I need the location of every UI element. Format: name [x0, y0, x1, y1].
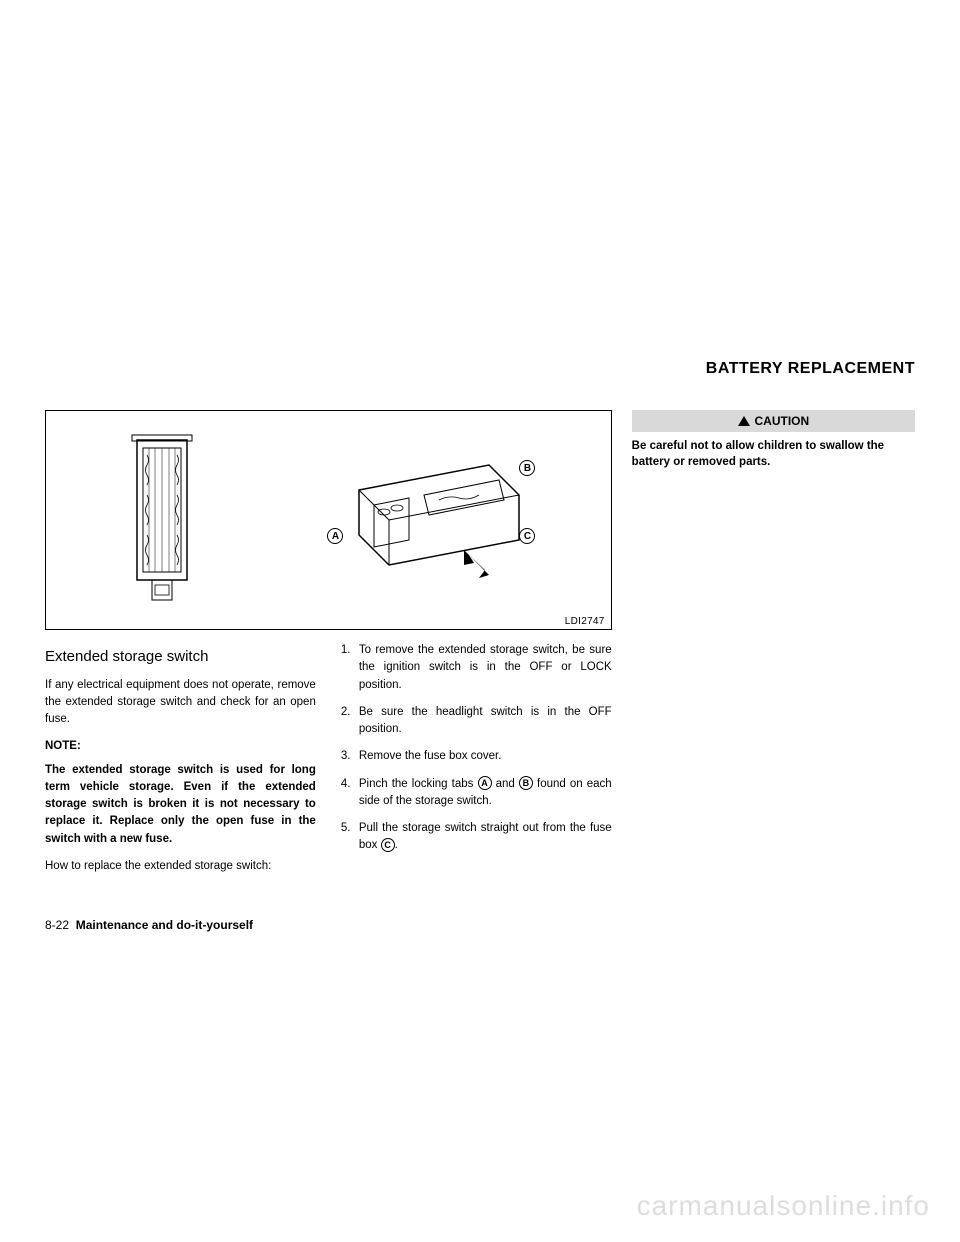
- steps-list: To remove the extended storage switch, b…: [341, 642, 612, 855]
- text-column-right: To remove the extended storage switch, b…: [341, 642, 612, 885]
- step-item: Be sure the headlight switch is in the O…: [341, 704, 612, 739]
- page-number: 8-22: [45, 918, 69, 932]
- inline-marker-c: C: [381, 838, 395, 852]
- step-item: Remove the fuse box cover.: [341, 748, 612, 765]
- subheading: Extended storage switch: [45, 646, 316, 669]
- section-header: BATTERY REPLACEMENT: [706, 360, 915, 378]
- fuse-block-diagram: [117, 430, 207, 610]
- two-column-text: Extended storage switch If any electrica…: [45, 642, 612, 885]
- caution-box: CAUTION: [632, 410, 915, 432]
- intro-paragraph: If any electrical equipment does not ope…: [45, 677, 316, 729]
- manual-page: BATTERY REPLACEMENT: [0, 0, 960, 1242]
- right-content-block: CAUTION Be careful not to allow children…: [632, 410, 915, 885]
- note-text: The extended storage switch is used for …: [45, 762, 316, 848]
- watermark: carmanualsonline.info: [637, 1190, 930, 1222]
- content-area: A B C LDI2747 Extended storage switch If…: [45, 410, 915, 885]
- howto-intro: How to replace the extended storage swit…: [45, 858, 316, 875]
- figure-box: A B C LDI2747: [45, 410, 612, 630]
- caution-label: CAUTION: [755, 414, 810, 428]
- page-footer: 8-22 Maintenance and do-it-yourself: [45, 918, 253, 932]
- step-item: Pull the storage switch straight out fro…: [341, 820, 612, 855]
- left-content-block: A B C LDI2747 Extended storage switch If…: [45, 410, 612, 885]
- step-item: To remove the extended storage switch, b…: [341, 642, 612, 694]
- warning-icon: [738, 416, 750, 426]
- note-label: NOTE:: [45, 738, 316, 755]
- footer-section-name: Maintenance and do-it-yourself: [76, 918, 253, 932]
- text-column-left: Extended storage switch If any electrica…: [45, 642, 316, 885]
- inline-marker-a: A: [478, 776, 492, 790]
- step-item: Pinch the locking tabs A and B found on …: [341, 776, 612, 811]
- inline-marker-b: B: [519, 776, 533, 790]
- storage-switch-diagram: A B C: [309, 450, 539, 590]
- figure-content: A B C: [46, 411, 611, 629]
- figure-label: LDI2747: [565, 616, 605, 627]
- caution-text: Be careful not to allow children to swal…: [632, 438, 915, 470]
